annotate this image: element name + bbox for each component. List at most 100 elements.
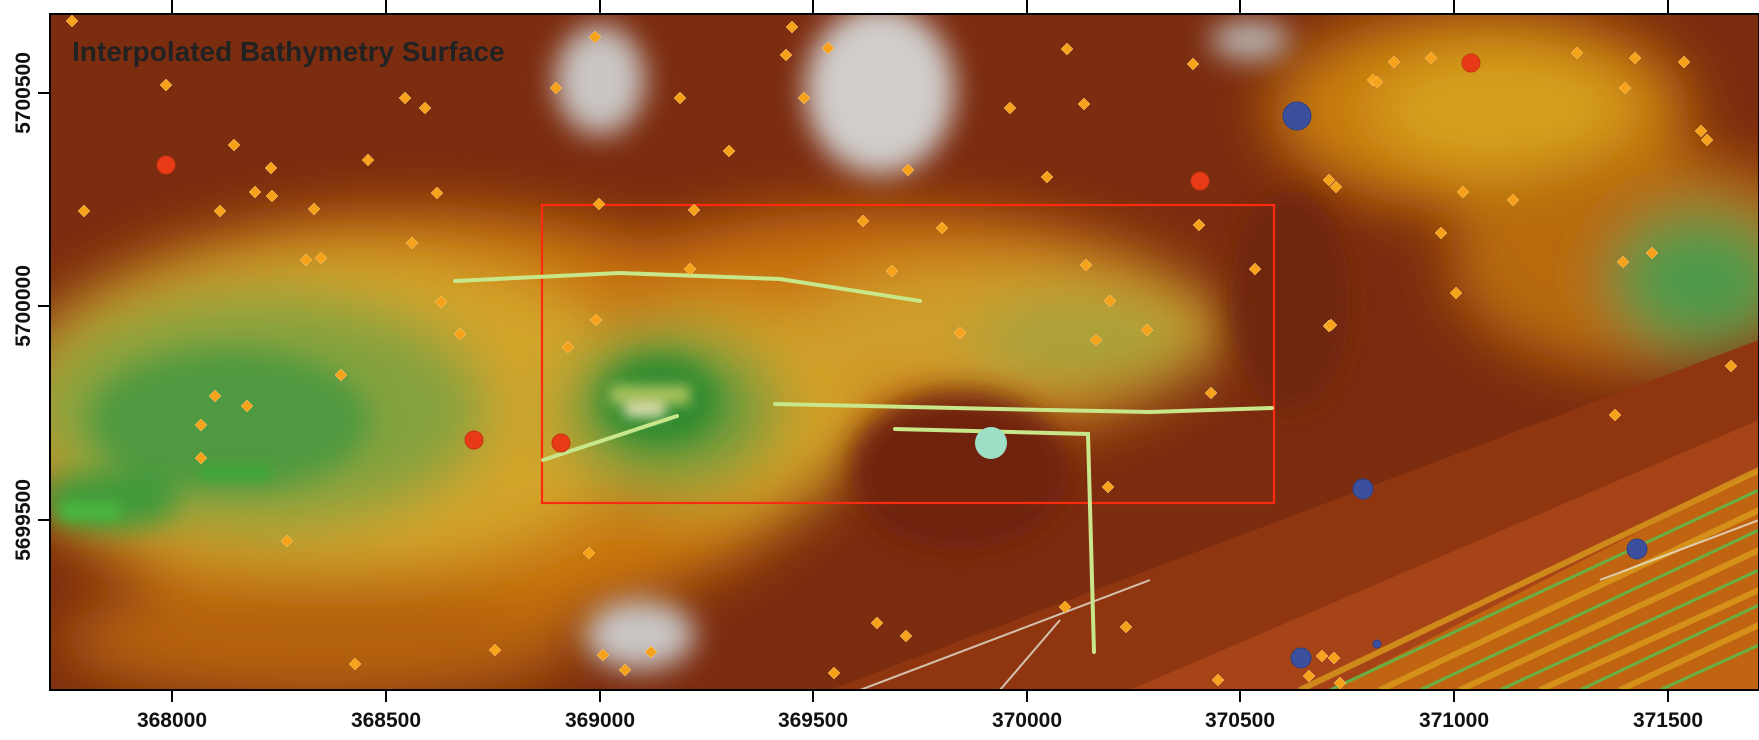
orange-diamond-point — [1645, 246, 1659, 260]
orange-diamond-point — [1192, 218, 1206, 232]
orange-diamond-point — [434, 295, 448, 309]
orange-diamond-point — [870, 616, 884, 630]
raster-detail — [50, 14, 1350, 670]
orange-diamond-point — [1616, 255, 1630, 269]
y-tick-label: 5700500 — [12, 52, 35, 134]
orange-diamond-point — [901, 163, 915, 177]
plot-frame — [49, 13, 1759, 691]
orange-diamond-point — [899, 629, 913, 643]
orange-diamond-point — [1089, 333, 1103, 347]
survey-area-box — [540, 203, 1276, 505]
x-tick-label: 369500 — [778, 709, 848, 732]
orange-diamond-point — [1327, 651, 1341, 665]
y-axis-ticks — [38, 92, 50, 521]
orange-diamond-point — [935, 221, 949, 235]
orange-diamond-point — [1322, 173, 1336, 187]
map-title: Interpolated Bathymetry Surface — [72, 36, 505, 67]
orange-diamond-point — [1103, 294, 1117, 308]
orange-diamond-point — [65, 14, 79, 28]
orange-diamond-point — [1204, 386, 1218, 400]
orange-diamond-point — [194, 418, 208, 432]
x-tick-label: 370000 — [992, 709, 1062, 732]
x-tick-label: 368000 — [137, 709, 207, 732]
x-tick-label: 369000 — [565, 709, 635, 732]
blue-point — [1626, 538, 1648, 560]
track-line-3 — [541, 414, 679, 462]
x-tick-label: 368500 — [351, 709, 421, 732]
orange-diamond-point — [159, 78, 173, 92]
x-tick-label: 371500 — [1633, 709, 1703, 732]
orange-diamond-point — [1140, 323, 1154, 337]
orange-diamond-point — [1370, 75, 1384, 89]
orange-diamond-point — [1101, 480, 1115, 494]
orange-diamond-point — [1618, 81, 1632, 95]
orange-diamond-point — [1324, 318, 1338, 332]
orange-diamond-point — [1424, 51, 1438, 65]
x-axis-labels: 368000 368500 369000 369500 370000 37050… — [137, 709, 1703, 732]
orange-diamond-point — [1079, 258, 1093, 272]
orange-diamond-point — [1211, 673, 1225, 687]
orange-diamond-point — [785, 20, 799, 34]
orange-diamond-point — [1677, 55, 1691, 69]
orange-diamond-point — [1186, 57, 1200, 71]
orange-diamond-point — [418, 101, 432, 115]
orange-diamond-point — [1003, 101, 1017, 115]
orange-diamond-point — [561, 340, 575, 354]
track-line-2 — [773, 402, 1274, 415]
blue-point — [1352, 478, 1374, 500]
orange-diamond-point — [348, 657, 362, 671]
orange-diamond-point — [1077, 97, 1091, 111]
red-point — [551, 433, 571, 453]
red-point — [1190, 171, 1210, 191]
orange-diamond-point — [1434, 226, 1448, 240]
orange-diamond-point — [307, 202, 321, 216]
red-point — [464, 430, 484, 450]
orange-diamond-point — [1700, 133, 1714, 147]
orange-diamond-point — [618, 663, 632, 677]
orange-diamond-point — [1119, 620, 1133, 634]
orange-diamond-point — [1694, 124, 1708, 138]
orange-diamond-point — [488, 643, 502, 657]
orange-diamond-point — [1608, 408, 1622, 422]
orange-diamond-point — [1456, 185, 1470, 199]
orange-diamond-point — [194, 451, 208, 465]
orange-diamond-point — [1329, 180, 1343, 194]
y-tick-label: 5699500 — [12, 479, 35, 561]
orange-diamond-point — [1449, 286, 1463, 300]
orange-diamond-point — [430, 186, 444, 200]
orange-diamond-point — [1628, 51, 1642, 65]
orange-diamond-point — [213, 204, 227, 218]
y-axis-labels: 5700500 5700000 5699500 — [12, 52, 35, 561]
survey-tracks — [453, 270, 1274, 654]
orange-diamond-point — [1302, 669, 1316, 683]
orange-diamond-point — [314, 251, 328, 265]
orange-diamond-point — [280, 534, 294, 548]
track-line-1 — [453, 270, 922, 303]
orange-diamond-point — [673, 91, 687, 105]
orange-diamond-point — [592, 197, 606, 211]
orange-diamond-point — [1040, 170, 1054, 184]
orange-diamond-point — [1058, 600, 1072, 614]
orange-diamond-point — [722, 144, 736, 158]
orange-diamond-point — [208, 389, 222, 403]
orange-diamond-point — [265, 189, 279, 203]
orange-diamond-point — [1060, 42, 1074, 56]
orange-diamond-point — [589, 313, 603, 327]
orange-diamond-point — [240, 399, 254, 413]
orange-diamond-point — [827, 666, 841, 680]
sample-points-red — [156, 53, 1481, 453]
orange-diamond-point — [596, 648, 610, 662]
multibeam-swath — [830, 340, 1759, 690]
orange-diamond-point — [644, 645, 658, 659]
orange-diamond-point — [779, 48, 793, 62]
orange-diamond-point — [687, 203, 701, 217]
orange-diamond-point — [953, 326, 967, 340]
orange-diamond-point — [1724, 359, 1738, 373]
orange-diamond-point — [227, 138, 241, 152]
orange-diamond-point — [1570, 46, 1584, 60]
x-tick-label: 371000 — [1419, 709, 1489, 732]
orange-diamond-point — [248, 185, 262, 199]
orange-diamond-point — [1506, 193, 1520, 207]
orange-diamond-point — [361, 153, 375, 167]
